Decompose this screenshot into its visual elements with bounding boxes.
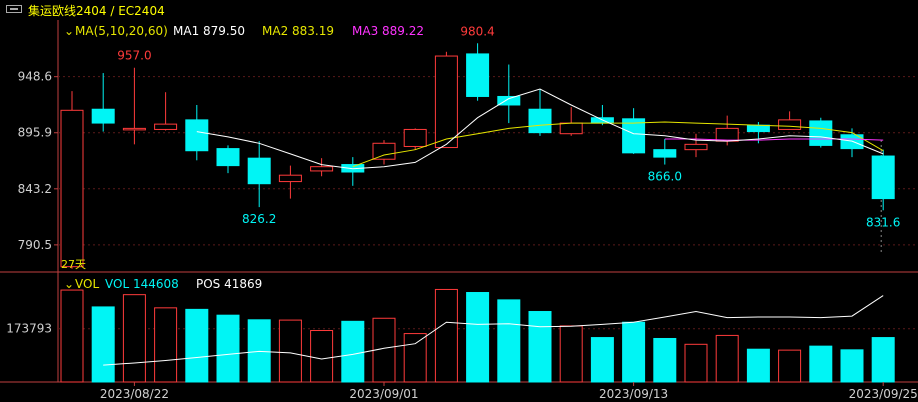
price-annotation: 826.2 (242, 212, 276, 226)
volume-bar-up (434, 288, 458, 383)
x-tick-label: 2023/08/22 (100, 387, 169, 401)
volume-bar-down (871, 337, 895, 383)
volume-bar-up (60, 289, 84, 383)
volume-bar-down (91, 306, 115, 383)
chart-title: 集运欧线2404 / EC2404 (28, 4, 165, 18)
ma-legend-name: MA(5,10,20,60) (75, 24, 168, 38)
volume-bar-up (715, 334, 739, 383)
candle-up (559, 122, 583, 135)
volume-bar-down (840, 349, 864, 383)
volume-bar-down (497, 299, 521, 383)
ma3-legend: MA3 889.22 (352, 24, 424, 38)
volume-bar-down (185, 308, 209, 383)
ma1-legend: MA1 879.50 (173, 24, 245, 38)
candle-down (497, 95, 521, 106)
volume-bar-down (809, 345, 833, 383)
ma2-legend: MA2 883.19 (262, 24, 334, 38)
x-tick-label: 2023/09/13 (599, 387, 668, 401)
price-annotation: 831.6 (866, 215, 900, 229)
volume-bar-down (746, 348, 770, 383)
candle-up (122, 127, 146, 131)
candle-down (622, 118, 646, 154)
price-tick-label: 843.2 (18, 182, 52, 196)
candle-up (154, 123, 178, 130)
volume-bar-up (778, 349, 802, 383)
price-tick-label: 895.9 (18, 126, 52, 140)
volume-bar-down (653, 337, 677, 383)
chevron-down-icon: ⌄ (64, 277, 74, 291)
candle-up (715, 127, 739, 142)
ma1-line (196, 88, 884, 170)
vol-legend-name: VOL (75, 277, 99, 291)
chevron-down-icon: ⌄ (64, 24, 74, 38)
ma2-line (352, 121, 884, 168)
window-icon[interactable] (6, 5, 22, 13)
candle-down (653, 149, 677, 158)
price-annotation: 980.4 (460, 24, 494, 38)
volume-bar-down (216, 314, 240, 383)
candle-down (871, 155, 895, 200)
volume-bar-down (341, 320, 365, 383)
volume-bar-down (590, 337, 614, 383)
candle-down (91, 108, 115, 124)
volume-bar-up (310, 330, 334, 383)
volume-bar-up (122, 294, 146, 383)
price-tick-label: 948.6 (18, 70, 52, 84)
volume-tick-label: 173793 (6, 322, 52, 336)
x-tick-label: 2023/09/01 (349, 387, 418, 401)
vol-legend-value: VOL 144608 (105, 277, 179, 291)
price-annotation: 866.0 (648, 170, 682, 184)
volume-bar-up (403, 333, 427, 383)
candle-up (684, 143, 708, 151)
candle-up (403, 128, 427, 147)
volume-bar-down (247, 319, 271, 383)
volume-bar-up (278, 319, 302, 383)
candle-up (372, 142, 396, 160)
candle-down (216, 148, 240, 167)
candle-down (185, 119, 209, 152)
position-line (103, 295, 884, 366)
candle-down (809, 120, 833, 146)
volume-bar-down (466, 292, 490, 383)
volume-bar-down (622, 321, 646, 383)
title-bar: 集运欧线2404 / EC2404 (0, 0, 918, 20)
days-label: 27天 (61, 258, 86, 271)
candle-down (528, 108, 552, 134)
price-tick-label: 790.5 (18, 238, 52, 252)
candle-up (310, 166, 334, 172)
candle-down (746, 124, 770, 133)
candle-up (60, 109, 84, 268)
volume-bar-up (154, 307, 178, 383)
volume-bar-up (559, 325, 583, 383)
volume-bar-down (528, 311, 552, 383)
candle-up (278, 174, 302, 183)
candle-up (434, 55, 458, 149)
candle-up (778, 119, 802, 130)
pos-legend-value: POS 41869 (196, 277, 262, 291)
candle-down (840, 134, 864, 150)
candle-down (247, 157, 271, 185)
price-annotation: 957.0 (117, 49, 151, 63)
ma3-line (664, 138, 884, 141)
volume-bar-up (684, 343, 708, 383)
x-tick-label: 2023/09/25 (849, 387, 918, 401)
candle-down (466, 53, 490, 97)
